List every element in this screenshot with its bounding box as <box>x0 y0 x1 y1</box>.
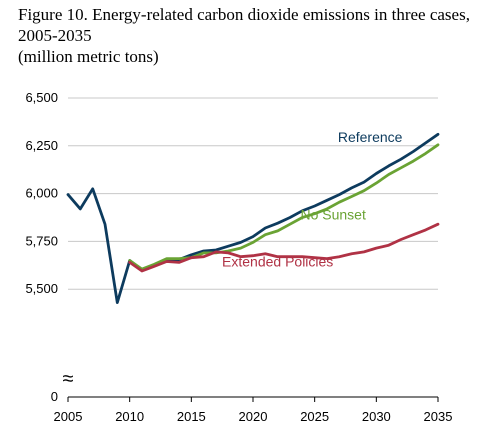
y-tick-label: 6,000 <box>25 186 58 201</box>
y-tick-label: 6,250 <box>25 138 58 153</box>
y-tick-label: 5,500 <box>25 281 58 296</box>
x-tick-label: 2035 <box>424 409 453 424</box>
chart-title-line-2: 2005-2035 <box>18 26 92 45</box>
axis-break-mark: ≈ <box>63 368 74 390</box>
x-tick-label: 2015 <box>177 409 206 424</box>
x-tick-label: 2020 <box>239 409 268 424</box>
series-line-reference <box>66 132 440 305</box>
series-label-reference: Reference <box>338 129 403 145</box>
x-tick-label: 2030 <box>362 409 391 424</box>
series-line-no-sunset <box>128 143 440 271</box>
y-tick-label: 6,500 <box>25 90 58 105</box>
x-tick-label: 2025 <box>300 409 329 424</box>
series-line-extended-policies <box>128 222 440 273</box>
y-tick-label-zero: 0 <box>51 389 58 404</box>
chart-title-line-1: Figure 10. Energy-related carbon dioxide… <box>18 5 470 24</box>
chart-title: Figure 10. Energy-related carbon dioxide… <box>18 4 498 67</box>
series-label-no-sunset: No Sunset <box>300 206 365 222</box>
x-tick-label: 2005 <box>54 409 83 424</box>
x-tick-label: 2010 <box>115 409 144 424</box>
series-label-extended-policies: Extended Policies <box>222 253 333 269</box>
y-tick-label: 5,750 <box>25 233 58 248</box>
chart-subtitle-units: (million metric tons) <box>18 47 159 66</box>
